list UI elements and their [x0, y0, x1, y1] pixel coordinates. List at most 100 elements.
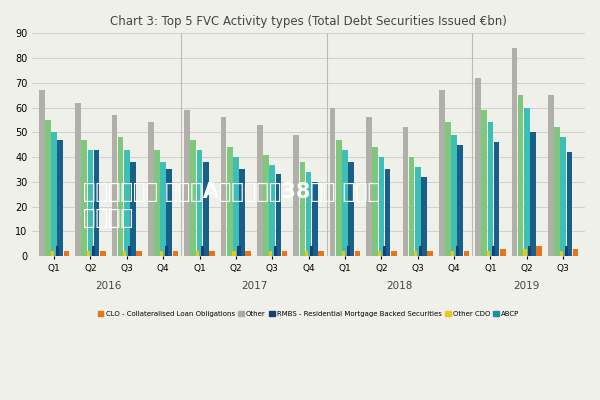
- Bar: [164, 246, 168, 256]
- Bar: [88, 150, 93, 256]
- Bar: [58, 140, 63, 256]
- Bar: [512, 48, 517, 256]
- Bar: [45, 120, 51, 256]
- Bar: [415, 167, 421, 256]
- Bar: [487, 251, 490, 256]
- Bar: [124, 251, 127, 256]
- Bar: [536, 246, 542, 256]
- Bar: [560, 251, 563, 256]
- Bar: [166, 170, 172, 256]
- Bar: [349, 162, 354, 256]
- Bar: [190, 140, 196, 256]
- Bar: [342, 150, 348, 256]
- Bar: [50, 251, 54, 256]
- Bar: [282, 251, 287, 256]
- Title: Chart 3: Top 5 FVC Activity types (Total Debt Securities Issued €bn): Chart 3: Top 5 FVC Activity types (Total…: [110, 15, 507, 28]
- Bar: [87, 251, 90, 256]
- Bar: [160, 251, 163, 256]
- Bar: [274, 246, 277, 256]
- Bar: [233, 157, 239, 256]
- Bar: [524, 108, 530, 256]
- Bar: [488, 122, 493, 256]
- Bar: [100, 251, 106, 256]
- Bar: [409, 157, 415, 256]
- Text: 放大杠杆炒股 陕国投A拟募资不货38亿元 用于补
充资本金: 放大杠杆炒股 陕国投A拟募资不货38亿元 用于补 充资本金: [83, 182, 380, 228]
- Bar: [118, 137, 124, 256]
- Bar: [310, 246, 313, 256]
- Bar: [464, 251, 469, 256]
- Bar: [318, 251, 324, 256]
- Bar: [341, 251, 344, 256]
- Bar: [439, 90, 445, 256]
- Bar: [500, 249, 506, 256]
- Legend: CLO - Collateralised Loan Obligations, Other, RMBS - Residential Mortgage Backed: CLO - Collateralised Loan Obligations, O…: [95, 308, 522, 320]
- Bar: [154, 150, 160, 256]
- Bar: [196, 251, 199, 256]
- Text: 2017: 2017: [241, 281, 267, 291]
- Bar: [269, 164, 275, 256]
- Bar: [330, 108, 335, 256]
- Bar: [203, 162, 209, 256]
- Bar: [257, 125, 263, 256]
- Bar: [136, 251, 142, 256]
- Bar: [347, 246, 350, 256]
- Bar: [39, 90, 44, 256]
- Bar: [124, 150, 130, 256]
- Bar: [492, 246, 495, 256]
- Bar: [457, 145, 463, 256]
- Bar: [529, 246, 532, 256]
- Text: 2018: 2018: [386, 281, 413, 291]
- Bar: [451, 251, 454, 256]
- Bar: [305, 251, 308, 256]
- Bar: [209, 251, 215, 256]
- Bar: [227, 147, 233, 256]
- Bar: [197, 150, 202, 256]
- Bar: [64, 251, 69, 256]
- Bar: [378, 251, 381, 256]
- Bar: [130, 162, 136, 256]
- Bar: [128, 246, 131, 256]
- Bar: [336, 140, 341, 256]
- Bar: [245, 251, 251, 256]
- Bar: [427, 251, 433, 256]
- Bar: [51, 132, 57, 256]
- Bar: [238, 246, 241, 256]
- Bar: [566, 152, 572, 256]
- Bar: [306, 172, 311, 256]
- Bar: [293, 135, 299, 256]
- Bar: [184, 110, 190, 256]
- Bar: [518, 95, 523, 256]
- Text: 2019: 2019: [514, 281, 540, 291]
- Text: 2016: 2016: [95, 281, 122, 291]
- Bar: [355, 251, 360, 256]
- Bar: [560, 137, 566, 256]
- Bar: [421, 177, 427, 256]
- Bar: [232, 251, 236, 256]
- Bar: [565, 246, 568, 256]
- Bar: [391, 251, 397, 256]
- Bar: [475, 78, 481, 256]
- Bar: [269, 251, 272, 256]
- Bar: [148, 122, 154, 256]
- Bar: [403, 127, 408, 256]
- Bar: [445, 122, 451, 256]
- Bar: [94, 150, 100, 256]
- Bar: [112, 115, 117, 256]
- Bar: [385, 170, 391, 256]
- Bar: [523, 249, 527, 256]
- Bar: [201, 246, 204, 256]
- Bar: [82, 140, 87, 256]
- Bar: [173, 251, 178, 256]
- Bar: [548, 95, 554, 256]
- Bar: [160, 162, 166, 256]
- Bar: [366, 118, 372, 256]
- Bar: [554, 127, 560, 256]
- Bar: [299, 162, 305, 256]
- Bar: [373, 147, 378, 256]
- Bar: [275, 174, 281, 256]
- Bar: [573, 249, 578, 256]
- Bar: [263, 155, 269, 256]
- Bar: [415, 251, 418, 256]
- Bar: [75, 103, 81, 256]
- Bar: [92, 246, 95, 256]
